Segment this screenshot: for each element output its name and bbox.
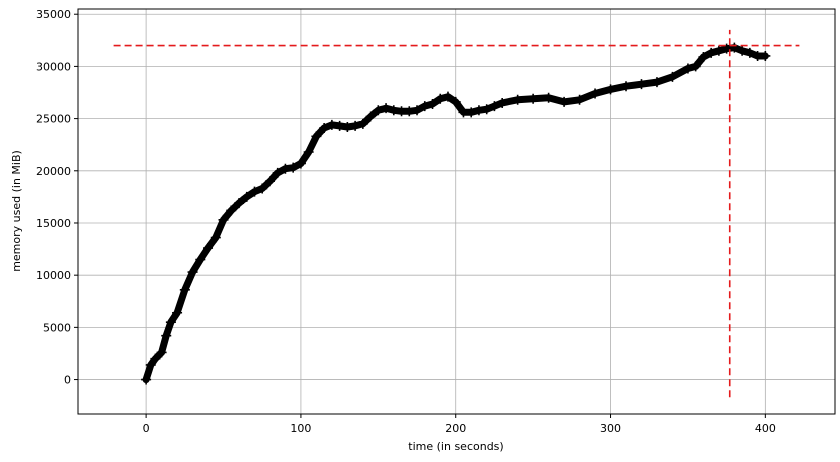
annotation-lines bbox=[113, 29, 800, 398]
y-tick-label: 20000 bbox=[36, 165, 71, 178]
data-point-marker bbox=[412, 105, 423, 116]
data-point-marker bbox=[737, 45, 748, 56]
y-tick-label: 25000 bbox=[36, 113, 71, 126]
y-tick-label: 10000 bbox=[36, 269, 71, 282]
data-point-marker bbox=[195, 254, 206, 265]
data-point-marker bbox=[442, 91, 453, 102]
data-point-marker bbox=[288, 162, 299, 173]
x-axis-ticks: 0 100 200 300 400 bbox=[143, 414, 776, 435]
data-point-marker bbox=[651, 77, 662, 88]
data-point-marker bbox=[226, 205, 237, 216]
data-point-marker bbox=[388, 105, 399, 116]
data-point-marker bbox=[512, 94, 523, 105]
x-tick-label: 300 bbox=[600, 422, 621, 435]
data-point-marker bbox=[319, 122, 330, 133]
grid-lines bbox=[78, 9, 835, 414]
data-point-marker bbox=[280, 163, 291, 174]
data-point-marker bbox=[528, 93, 539, 104]
data-point-marker bbox=[249, 186, 260, 197]
data-point-marker bbox=[241, 191, 252, 202]
data-point-marker bbox=[257, 183, 268, 194]
data-point-marker bbox=[210, 232, 221, 243]
data-point-marker bbox=[621, 81, 632, 92]
y-tick-label: 0 bbox=[64, 374, 71, 387]
data-point-marker bbox=[233, 198, 244, 209]
data-point-marker bbox=[150, 353, 161, 364]
x-axis-label: time (in seconds) bbox=[408, 440, 503, 453]
data-point-marker bbox=[141, 374, 152, 385]
data-point-marker bbox=[365, 111, 376, 122]
data-point-marker bbox=[713, 45, 724, 56]
data-point-marker bbox=[427, 98, 438, 109]
y-tick-label: 5000 bbox=[43, 321, 71, 334]
data-point-marker bbox=[156, 347, 167, 358]
data-point-marker bbox=[311, 131, 322, 142]
data-point-marker bbox=[357, 118, 368, 129]
series-group bbox=[141, 42, 771, 385]
data-point-marker bbox=[481, 104, 492, 115]
data-point-marker bbox=[450, 96, 461, 107]
data-point-marker bbox=[543, 92, 554, 103]
data-point-marker bbox=[350, 120, 361, 131]
data-point-marker bbox=[342, 121, 353, 132]
data-point-marker bbox=[419, 101, 430, 112]
data-point-marker bbox=[489, 101, 500, 112]
data-point-marker bbox=[574, 94, 585, 105]
data-point-marker bbox=[145, 359, 156, 370]
data-point-marker bbox=[466, 107, 477, 118]
data-point-marker bbox=[636, 79, 647, 90]
data-point-marker bbox=[667, 71, 678, 82]
x-tick-label: 100 bbox=[290, 422, 311, 435]
data-point-marker bbox=[559, 96, 570, 107]
data-point-marker bbox=[303, 147, 314, 158]
data-point-marker bbox=[605, 84, 616, 95]
data-point-marker bbox=[165, 317, 176, 328]
data-point-marker bbox=[698, 52, 709, 63]
data-point-marker bbox=[264, 176, 275, 187]
data-point-marker bbox=[721, 43, 732, 54]
data-point-marker bbox=[404, 106, 415, 117]
y-tick-label: 15000 bbox=[36, 217, 71, 230]
y-tick-label: 30000 bbox=[36, 60, 71, 73]
x-tick-label: 0 bbox=[143, 422, 150, 435]
plot-frame bbox=[77, 8, 836, 415]
data-point-marker bbox=[218, 214, 229, 225]
data-point-marker bbox=[435, 93, 446, 104]
data-point-marker bbox=[760, 50, 771, 61]
x-tick-label: 400 bbox=[755, 422, 776, 435]
data-point-marker bbox=[682, 63, 693, 74]
data-point-marker bbox=[334, 120, 345, 131]
data-point-marker bbox=[690, 61, 701, 72]
data-point-marker bbox=[373, 105, 384, 116]
data-point-marker bbox=[497, 97, 508, 108]
y-tick-label: 35000 bbox=[36, 8, 71, 21]
y-axis-label: memory used (in MiB) bbox=[10, 150, 23, 272]
y-axis-ticks: 0 5000 10000 15000 20000 25000 30000 35000 bbox=[36, 8, 78, 387]
data-point-marker bbox=[473, 105, 484, 116]
data-point-marker bbox=[295, 158, 306, 169]
data-point-marker bbox=[272, 167, 283, 178]
x-tick-label: 200 bbox=[445, 422, 466, 435]
data-point-marker bbox=[744, 47, 755, 58]
data-point-marker bbox=[590, 88, 601, 99]
data-point-marker bbox=[706, 47, 717, 58]
data-point-marker bbox=[179, 284, 190, 295]
data-point-marker bbox=[172, 307, 183, 318]
data-point-marker bbox=[161, 330, 172, 341]
data-point-marker bbox=[187, 267, 198, 278]
data-point-marker bbox=[326, 119, 337, 130]
data-point-marker bbox=[203, 243, 214, 254]
data-point-marker bbox=[381, 103, 392, 114]
data-point-marker bbox=[729, 42, 740, 53]
